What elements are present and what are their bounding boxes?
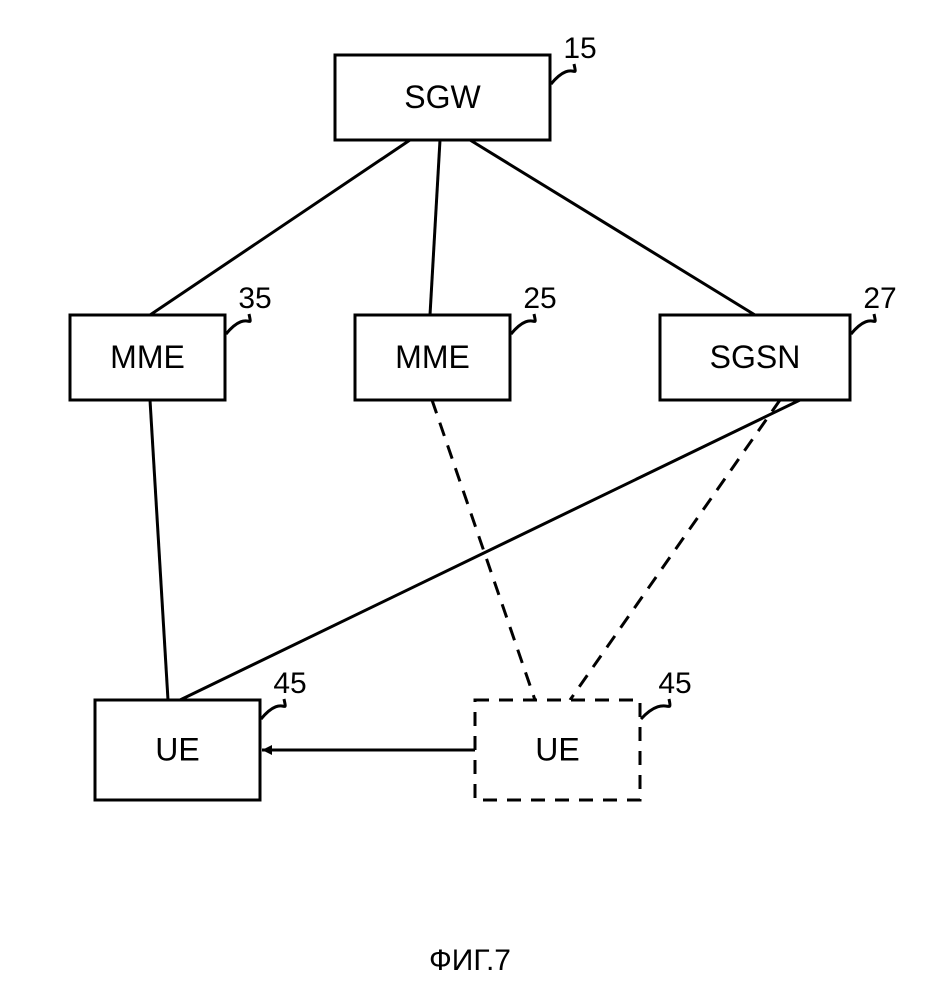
callout-label-sgw: 15 <box>563 32 596 65</box>
edge-mme25-ue2 <box>432 400 535 700</box>
node-mme35: MME <box>70 315 225 400</box>
diagram-canvas: SGW MME MME SGSN UE UE 15 35 25 27 45 45 ФИГ.7 <box>0 0 940 1000</box>
callout-line-ue2 <box>641 699 670 719</box>
callout-line-mme35 <box>226 314 250 334</box>
node-label-mme25: MME <box>395 339 470 375</box>
callout-label-ue1: 45 <box>273 667 306 700</box>
edge-sgw-sgsn <box>470 140 755 315</box>
node-label-ue1: UE <box>155 731 199 767</box>
edge-sgsn-ue1 <box>180 400 800 700</box>
node-label-mme35: MME <box>110 339 185 375</box>
callout-label-mme25: 25 <box>523 282 556 315</box>
node-sgw: SGW <box>335 55 550 140</box>
node-label-ue2: UE <box>535 731 579 767</box>
edge-mme35-ue1 <box>150 400 168 700</box>
callout-label-mme35: 35 <box>238 282 271 315</box>
nodes-layer: SGW MME MME SGSN UE UE <box>70 55 850 800</box>
node-label-sgw: SGW <box>404 79 481 115</box>
callout-line-sgw <box>551 64 575 84</box>
node-sgsn: SGSN <box>660 315 850 400</box>
callout-line-ue1 <box>261 699 285 719</box>
edge-sgw-mme35 <box>150 140 410 315</box>
node-label-sgsn: SGSN <box>710 339 801 375</box>
edge-sgsn-ue2 <box>570 400 780 700</box>
callout-line-mme25 <box>511 314 535 334</box>
callout-label-sgsn: 27 <box>863 282 896 315</box>
node-ue1: UE <box>95 700 260 800</box>
edge-sgw-mme25 <box>430 140 440 315</box>
figure-caption: ФИГ.7 <box>429 944 511 977</box>
node-ue2: UE <box>475 700 640 800</box>
callout-line-sgsn <box>851 314 875 334</box>
callout-label-ue2: 45 <box>658 667 691 700</box>
node-mme25: MME <box>355 315 510 400</box>
edges-layer <box>150 140 800 750</box>
